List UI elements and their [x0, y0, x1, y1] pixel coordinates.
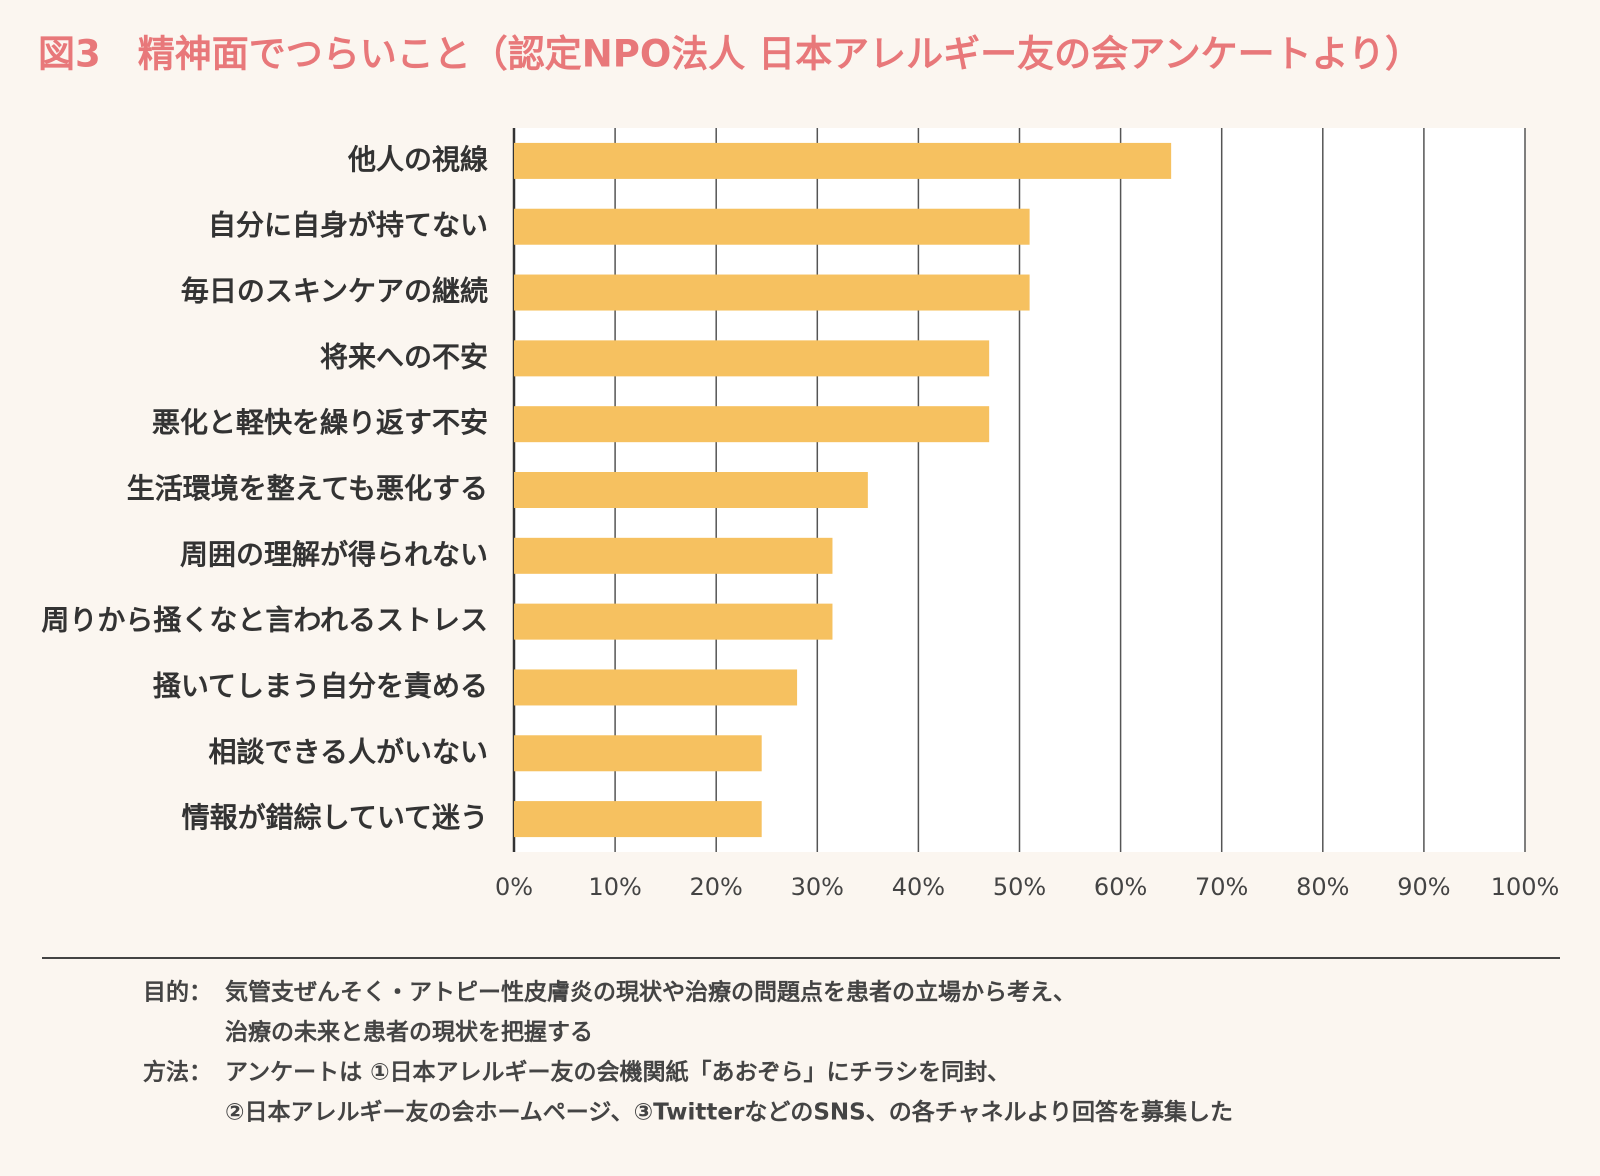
bar	[514, 735, 762, 772]
x-tick-label: 40%	[892, 873, 945, 901]
footer-text: ②日本アレルギー友の会ホームページ、③TwitterなどのSNS、の各チャネルよ…	[225, 1099, 1233, 1126]
bar	[514, 669, 798, 706]
y-tick-label: 周りから掻くなと言われるストレス	[41, 604, 488, 637]
x-tick-label: 100%	[1491, 873, 1560, 901]
bar	[514, 537, 833, 574]
bar	[514, 142, 1172, 179]
bar	[514, 472, 868, 508]
x-tick-label: 20%	[690, 873, 743, 901]
x-tick-label: 60%	[1094, 873, 1147, 901]
y-tick-label: 相談できる人がいない	[209, 735, 488, 768]
y-tick-label: 毎日のスキンケアの継続	[181, 275, 488, 308]
x-tick-label: 10%	[588, 873, 641, 901]
bar	[514, 340, 990, 377]
footer-label: 方法：	[143, 1059, 212, 1086]
y-tick-label: 将来への不安	[320, 340, 488, 373]
bar	[514, 603, 833, 640]
y-tick-label: 掻いてしまう自分を責める	[153, 669, 488, 702]
x-tick-label: 90%	[1397, 873, 1450, 901]
footer-text: 治療の未来と患者の現状を把握する	[225, 1019, 593, 1046]
x-tick-label: 30%	[791, 873, 844, 901]
bar	[514, 406, 990, 443]
y-tick-label: 自分に自身が持てない	[208, 209, 488, 242]
y-tick-label: 情報が錯綜していて迷う	[182, 801, 488, 834]
y-tick-label: 他人の視線	[347, 143, 488, 176]
y-tick-label: 周囲の理解が得られない	[180, 538, 488, 571]
x-tick-label: 80%	[1296, 873, 1349, 901]
x-tick-label: 50%	[993, 873, 1046, 901]
bar	[514, 208, 1030, 245]
footer-label: 目的：	[143, 979, 212, 1006]
y-tick-label: 悪化と軽快を繰り返す不安	[152, 406, 488, 439]
bar	[514, 801, 762, 838]
bar	[514, 274, 1030, 311]
y-tick-label: 生活環境を整えても悪化する	[127, 472, 488, 505]
footer-text: アンケートは ①日本アレルギー友の会機関紙「あおぞら」にチラシを同封、	[225, 1059, 1010, 1086]
x-tick-label: 0%	[495, 873, 533, 901]
x-tick-label: 70%	[1195, 873, 1248, 901]
chart-title: 図3 精神面でつらいこと（認定NPO法人 日本アレルギー友の会アンケートより）	[38, 33, 1422, 76]
footer-text: 気管支ぜんそく・アトピー性皮膚炎の現状や治療の問題点を患者の立場から考え、	[225, 979, 1076, 1006]
